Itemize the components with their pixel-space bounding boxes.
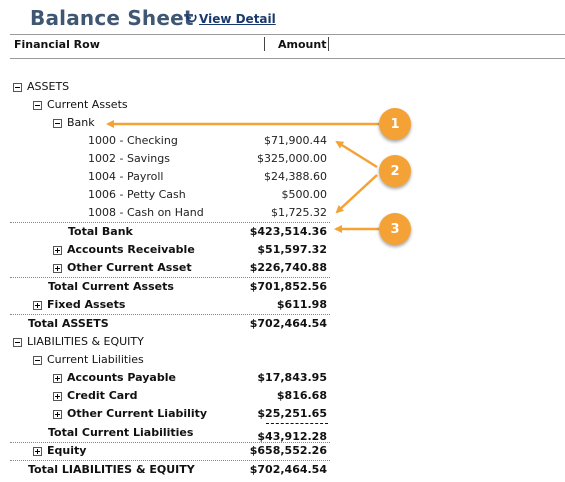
- row-label: Accounts Payable: [67, 371, 176, 384]
- header-bottom-border: [10, 58, 565, 59]
- row-label: Credit Card: [67, 389, 138, 402]
- view-detail-link[interactable]: View Detail: [186, 12, 276, 26]
- row-accounts-receivable: Accounts Receivable $51,597.32: [0, 242, 565, 258]
- collapse-icon[interactable]: [13, 82, 22, 92]
- row-label: Total Current Liabilities: [48, 426, 194, 439]
- row-credit-card: Credit Card $816.68: [0, 388, 565, 404]
- row-divider: [10, 442, 330, 443]
- collapse-icon[interactable]: [33, 355, 42, 365]
- column-separator[interactable]: [264, 37, 265, 51]
- collapse-icon[interactable]: [33, 100, 42, 110]
- row-divider: [10, 222, 330, 223]
- row-other-current-asset: Other Current Asset $226,740.88: [0, 260, 565, 276]
- row-total-bank: Total Bank $423,514.36: [0, 224, 565, 240]
- row-total-current-liabilities: Total Current Liabilities $43,912.28: [0, 425, 565, 443]
- column-header-financial-row[interactable]: Financial Row: [14, 38, 100, 51]
- row-amount: $17,843.95: [257, 371, 327, 384]
- row-amount: $325,000.00: [257, 152, 327, 165]
- callout-badge-3: 3: [379, 213, 411, 245]
- expand-icon[interactable]: [53, 245, 62, 255]
- row-petty-cash: 1006 - Petty Cash $500.00: [0, 187, 565, 203]
- collapse-icon[interactable]: [53, 118, 62, 128]
- callout-badge-1: 1: [379, 108, 411, 140]
- row-amount: $702,464.54: [249, 463, 327, 476]
- row-label: Total ASSETS: [28, 317, 109, 330]
- row-label: 1006 - Petty Cash: [88, 188, 186, 201]
- row-label: 1002 - Savings: [88, 152, 170, 165]
- row-liabilities-equity: LIABILITIES & EQUITY: [0, 334, 565, 350]
- row-amount: $816.68: [276, 389, 327, 402]
- row-label: Total Bank: [68, 225, 133, 238]
- row-label: 1008 - Cash on Hand: [88, 206, 204, 219]
- row-label: ASSETS: [27, 80, 70, 93]
- row-amount: $701,852.56: [249, 280, 327, 293]
- row-current-assets: Current Assets: [0, 97, 565, 113]
- row-amount: $51,597.32: [257, 243, 327, 256]
- row-label: Fixed Assets: [47, 298, 126, 311]
- row-payroll: 1004 - Payroll $24,388.60: [0, 169, 565, 185]
- row-label: Accounts Receivable: [67, 243, 195, 256]
- row-amount: $25,251.65: [257, 407, 327, 420]
- row-equity: Equity $658,552.26: [0, 443, 565, 459]
- amount-divider: [266, 423, 328, 424]
- page-title: Balance Sheet: [30, 6, 194, 30]
- callout-arrow-2b: [335, 174, 378, 214]
- row-amount: $1,725.32: [271, 206, 327, 219]
- row-amount: $423,514.36: [249, 225, 327, 238]
- row-amount: $500.00: [281, 188, 328, 201]
- row-amount: $611.98: [276, 298, 327, 311]
- row-assets: ASSETS: [0, 79, 565, 95]
- row-total-current-assets: Total Current Assets $701,852.56: [0, 279, 565, 295]
- expand-icon[interactable]: [33, 446, 42, 456]
- expand-icon[interactable]: [53, 409, 62, 419]
- row-other-current-liability: Other Current Liability $25,251.65: [0, 406, 565, 422]
- row-divider: [10, 277, 330, 278]
- row-divider: [10, 460, 330, 461]
- row-divider: [10, 314, 330, 315]
- row-fixed-assets: Fixed Assets $611.98: [0, 297, 565, 313]
- row-savings: 1002 - Savings $325,000.00: [0, 151, 565, 167]
- expand-icon[interactable]: [53, 263, 62, 273]
- column-header-amount[interactable]: Amount: [278, 38, 327, 51]
- expand-icon[interactable]: [33, 300, 42, 310]
- row-label: LIABILITIES & EQUITY: [27, 335, 144, 348]
- row-total-liabilities-equity: Total LIABILITIES & EQUITY $702,464.54: [0, 462, 565, 478]
- row-label: 1000 - Checking: [88, 134, 178, 147]
- row-label: Other Current Liability: [67, 407, 208, 420]
- row-label: Current Liabilities: [47, 353, 144, 366]
- row-label: Current Assets: [47, 98, 128, 111]
- row-label: Total Current Assets: [48, 280, 174, 293]
- row-label: Other Current Asset: [67, 261, 192, 274]
- callout-badge-2: 2: [379, 155, 411, 187]
- row-total-assets: Total ASSETS $702,464.54: [0, 316, 565, 332]
- expand-icon[interactable]: [53, 391, 62, 401]
- row-label: Bank: [67, 116, 95, 129]
- row-amount: $702,464.54: [249, 317, 327, 330]
- row-label: 1004 - Payroll: [88, 170, 164, 183]
- row-amount: $24,388.60: [264, 170, 327, 183]
- view-detail-label: View Detail: [199, 12, 276, 26]
- collapse-icon[interactable]: [13, 337, 22, 347]
- row-label: Equity: [47, 444, 87, 457]
- row-bank: Bank: [0, 115, 565, 131]
- column-separator[interactable]: [328, 37, 329, 51]
- row-amount: $226,740.88: [249, 261, 327, 274]
- row-amount: $43,912.28: [257, 430, 327, 443]
- row-amount: $71,900.44: [264, 134, 327, 147]
- row-cash-on-hand: 1008 - Cash on Hand $1,725.32: [0, 205, 565, 221]
- callout-arrow-2a: [335, 140, 378, 169]
- row-current-liabilities: Current Liabilities: [0, 352, 565, 368]
- row-accounts-payable: Accounts Payable $17,843.95: [0, 370, 565, 386]
- row-checking: 1000 - Checking $71,900.44: [0, 133, 565, 149]
- refresh-icon: [186, 14, 197, 23]
- expand-icon[interactable]: [53, 373, 62, 383]
- row-label: Total LIABILITIES & EQUITY: [28, 463, 195, 476]
- row-amount: $658,552.26: [249, 444, 327, 457]
- header-top-border: [10, 34, 565, 35]
